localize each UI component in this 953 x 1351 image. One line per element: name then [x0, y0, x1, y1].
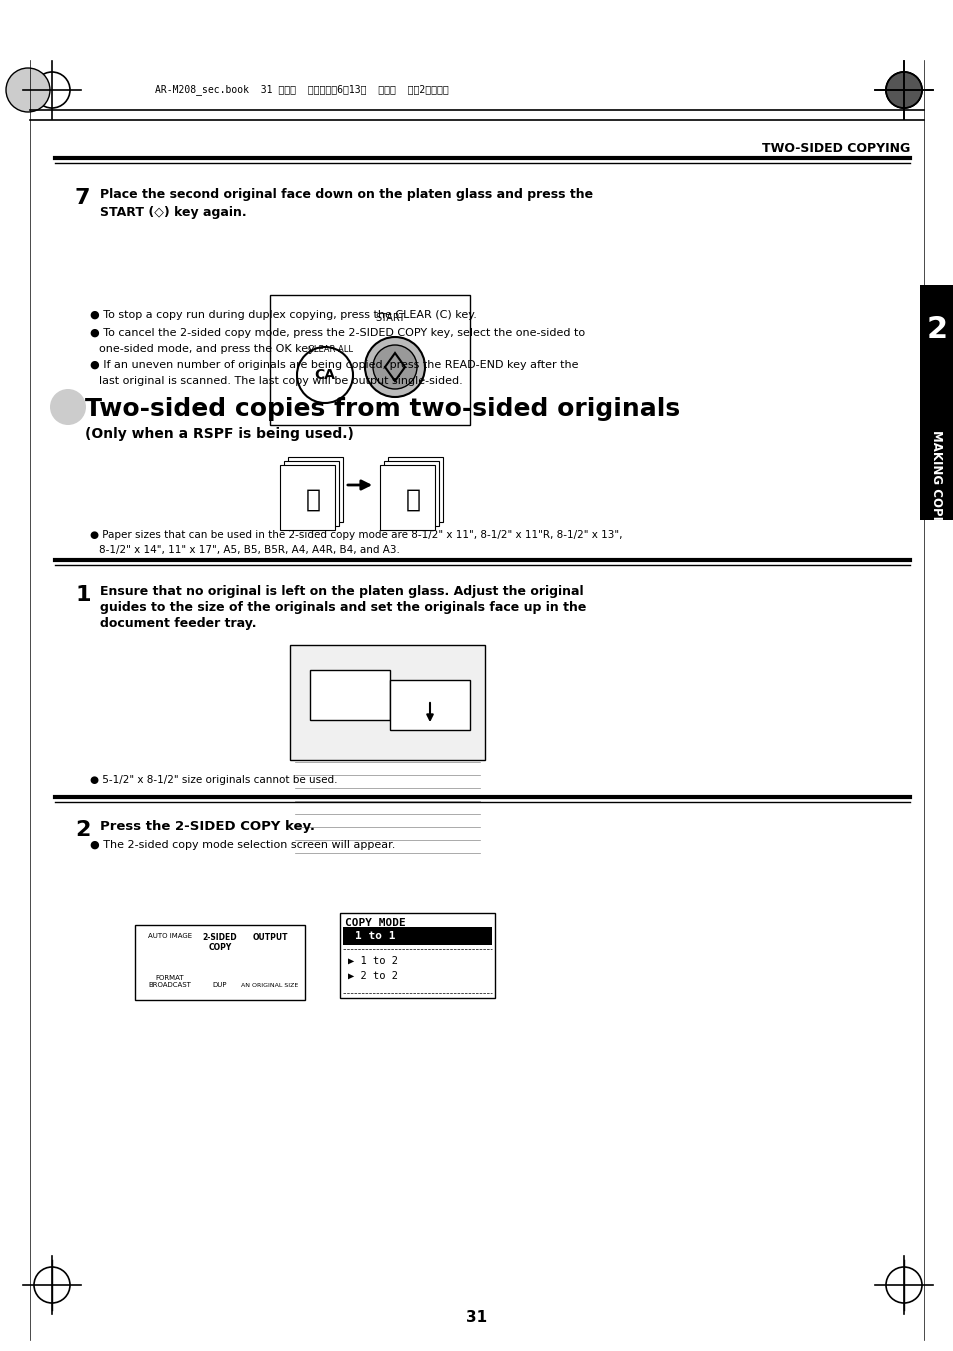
Text: Place the second original face down on the platen glass and press the
START (◇) : Place the second original face down on t…	[100, 188, 593, 219]
Text: TWO-SIDED COPYING: TWO-SIDED COPYING	[760, 142, 909, 154]
Circle shape	[6, 68, 50, 112]
FancyBboxPatch shape	[310, 670, 390, 720]
Text: 1 to 1: 1 to 1	[355, 931, 395, 942]
FancyBboxPatch shape	[280, 465, 335, 530]
Text: one-sided mode, and press the OK key.: one-sided mode, and press the OK key.	[99, 345, 316, 354]
FancyBboxPatch shape	[270, 295, 470, 426]
Text: ● Paper sizes that can be used in the 2-sided copy mode are 8-1/2" x 11", 8-1/2": ● Paper sizes that can be used in the 2-…	[90, 530, 622, 540]
Text: 2: 2	[75, 820, 91, 840]
FancyBboxPatch shape	[343, 927, 492, 944]
Circle shape	[50, 389, 86, 426]
Text: 2: 2	[925, 315, 946, 345]
Text: 🌳: 🌳	[405, 488, 420, 512]
Bar	[919, 285, 953, 326]
Text: (Only when a RSPF is being used.): (Only when a RSPF is being used.)	[85, 427, 354, 440]
Text: OUTPUT: OUTPUT	[252, 934, 288, 942]
FancyBboxPatch shape	[388, 457, 442, 521]
Circle shape	[885, 72, 921, 108]
Text: 8-1/2" x 14", 11" x 17", A5, B5, B5R, A4, A4R, B4, and A3.: 8-1/2" x 14", 11" x 17", A5, B5, B5R, A4…	[99, 544, 399, 555]
Text: CA: CA	[314, 367, 335, 382]
Text: MAKING COPIES: MAKING COPIES	[929, 430, 943, 536]
FancyBboxPatch shape	[284, 461, 338, 526]
Bar	[919, 326, 953, 520]
Text: 7: 7	[75, 188, 91, 208]
Text: 2-SIDED: 2-SIDED	[202, 934, 237, 942]
Text: COPY MODE: COPY MODE	[345, 917, 405, 928]
Circle shape	[296, 347, 353, 403]
Text: last original is scanned. The last copy will be output single-sided.: last original is scanned. The last copy …	[99, 376, 462, 386]
Text: document feeder tray.: document feeder tray.	[100, 617, 256, 630]
Text: Press the 2-SIDED COPY key.: Press the 2-SIDED COPY key.	[100, 820, 314, 834]
Text: AN ORIGINAL SIZE: AN ORIGINAL SIZE	[241, 984, 298, 988]
FancyBboxPatch shape	[379, 465, 435, 530]
Text: ● 5-1/2" x 8-1/2" size originals cannot be used.: ● 5-1/2" x 8-1/2" size originals cannot …	[90, 775, 337, 785]
Text: ● The 2-sided copy mode selection screen will appear.: ● The 2-sided copy mode selection screen…	[90, 840, 395, 850]
FancyBboxPatch shape	[135, 925, 305, 1000]
Text: Two-sided copies from two-sided originals: Two-sided copies from two-sided original…	[85, 397, 679, 422]
Circle shape	[365, 336, 424, 397]
FancyBboxPatch shape	[339, 913, 495, 998]
Text: CLEAR ALL: CLEAR ALL	[308, 346, 353, 354]
FancyBboxPatch shape	[384, 461, 438, 526]
Text: COPY: COPY	[208, 943, 232, 952]
Text: 31: 31	[466, 1310, 487, 1325]
Text: AR-M208_sec.book  31 ページ  ２００２年6月13日  木曜日  午後2時３７分: AR-M208_sec.book 31 ページ ２００２年6月13日 木曜日 午…	[154, 85, 448, 96]
Text: ● If an uneven number of originals are being copied, press the READ-END key afte: ● If an uneven number of originals are b…	[90, 359, 578, 370]
FancyBboxPatch shape	[290, 644, 484, 761]
Text: START: START	[375, 313, 404, 323]
Text: 🌳: 🌳	[305, 488, 320, 512]
Text: 1: 1	[75, 585, 91, 605]
Text: ▶ 1 to 2: ▶ 1 to 2	[348, 957, 397, 966]
FancyBboxPatch shape	[390, 680, 470, 730]
Text: AUTO IMAGE: AUTO IMAGE	[148, 934, 192, 939]
Text: ▶ 2 to 2: ▶ 2 to 2	[348, 971, 397, 981]
Text: ● To cancel the 2-sided copy mode, press the 2-SIDED COPY key, select the one-si: ● To cancel the 2-sided copy mode, press…	[90, 328, 584, 338]
Text: DUP: DUP	[213, 982, 227, 988]
Text: FORMAT
BROADCAST: FORMAT BROADCAST	[149, 975, 192, 988]
FancyBboxPatch shape	[288, 457, 343, 521]
Circle shape	[373, 345, 416, 389]
Text: guides to the size of the originals and set the originals face up in the: guides to the size of the originals and …	[100, 601, 586, 613]
Text: Ensure that no original is left on the platen glass. Adjust the original: Ensure that no original is left on the p…	[100, 585, 583, 598]
Text: ● To stop a copy run during duplex copying, press the CLEAR (C) key.: ● To stop a copy run during duplex copyi…	[90, 309, 476, 320]
